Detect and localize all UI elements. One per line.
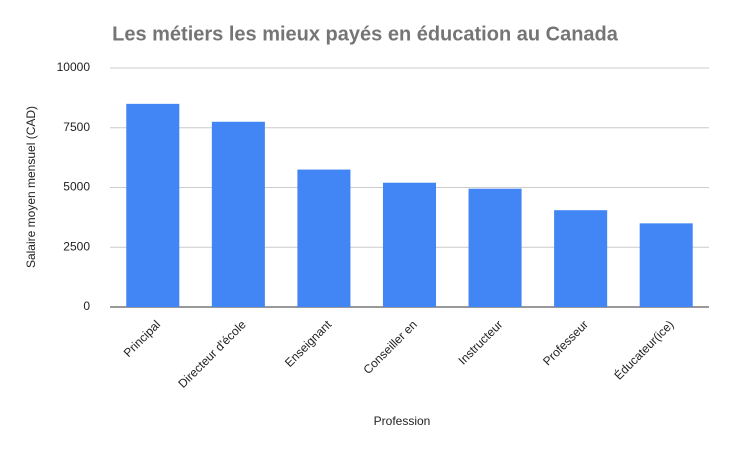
y-tick-label: 2500 [63, 239, 90, 253]
y-tick-label: 0 [83, 299, 90, 313]
bar [554, 210, 608, 307]
y-axis-title: Salaire moyen mensuel (CAD) [24, 106, 38, 268]
y-tick-label: 7500 [63, 120, 90, 134]
y-tick-label: 10000 [57, 60, 91, 74]
bar [468, 188, 522, 307]
x-axis-title: Profession [374, 414, 431, 428]
bar [297, 169, 351, 307]
y-tick-label: 5000 [63, 180, 90, 194]
bar [639, 223, 693, 307]
bar [211, 121, 265, 308]
chart-title: Les métiers les mieux payés en éducation… [112, 23, 619, 45]
bar [382, 182, 437, 307]
bar [126, 103, 180, 307]
